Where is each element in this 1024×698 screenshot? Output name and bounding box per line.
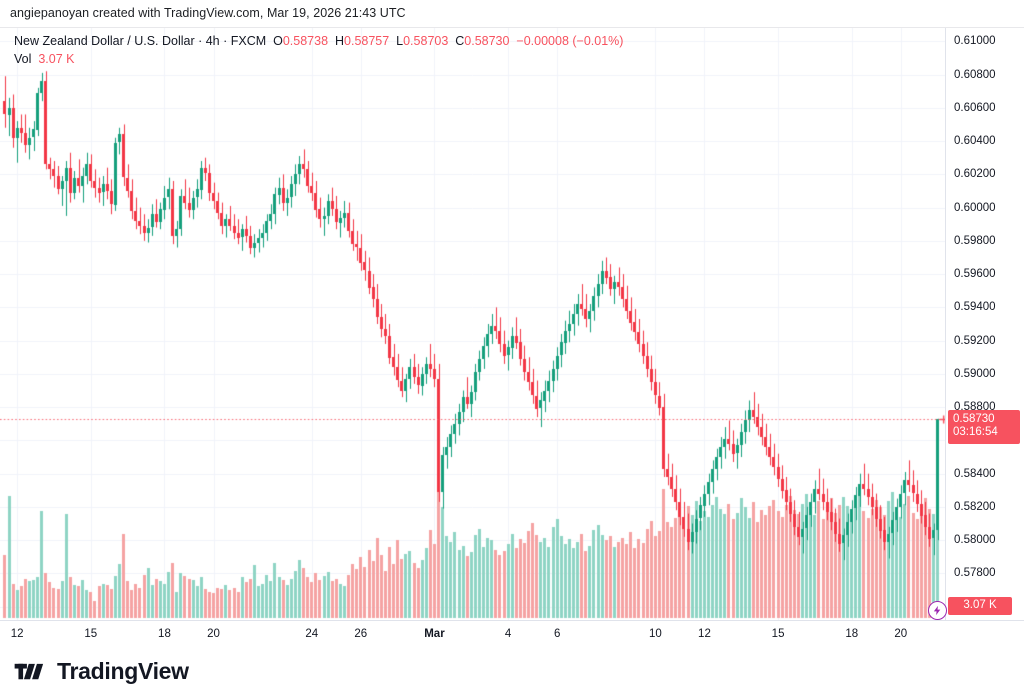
price-tick-label: 0.59200	[954, 334, 996, 347]
price-tick-label: 0.60200	[954, 168, 996, 181]
time-tick-label: 18	[158, 628, 171, 640]
lightning-bolt-icon[interactable]	[928, 600, 948, 620]
time-tick-label: 24	[305, 628, 319, 640]
current-price-value: 0.58730	[953, 412, 995, 425]
tradingview-logo-text: TradingView	[57, 658, 189, 684]
price-axis[interactable]: 0.58730 03:16:54 3.07 K 0.61000 0.60800 0.…	[945, 28, 1024, 620]
time-tick-label: 20	[207, 628, 220, 640]
price-tick-label: 0.59600	[954, 268, 996, 281]
time-axis[interactable]: 12 15 18 20 24 26 Mar 4 6 10 12 15 18 20	[0, 620, 1024, 648]
time-tick-label: 6	[553, 628, 561, 640]
price-tick-label: 0.61000	[954, 35, 996, 48]
price-tick-label: 0.60800	[954, 68, 996, 81]
time-tick-label: Mar	[424, 628, 445, 640]
time-tick-label: 15	[84, 628, 98, 640]
price-tick-label: 0.59800	[954, 234, 996, 247]
time-tick-label: 20	[894, 628, 908, 640]
current-price-badge: 0.58730 03:16:54	[948, 409, 1020, 444]
price-tick-label: 0.60000	[954, 201, 996, 214]
time-tick-label: 18	[845, 628, 859, 640]
bar-countdown: 03:16:54	[953, 426, 998, 439]
price-tick-label: 0.58000	[954, 534, 996, 547]
tradingview-logo-icon	[14, 663, 44, 679]
time-tick-label: 12	[698, 628, 711, 640]
price-tick-label: 0.60400	[954, 135, 996, 148]
chart-plot-area[interactable]	[0, 28, 945, 620]
chart-frame: New Zealand Dollar / U.S. Dollar · 4h · …	[0, 27, 1024, 648]
price-tick-label: 0.58200	[954, 500, 996, 513]
price-tick-label: 0.59400	[954, 301, 996, 314]
volume-badge: 3.07 K	[948, 597, 1012, 615]
tradingview-logo: TradingView	[14, 658, 189, 685]
time-tick-label: 26	[354, 628, 368, 640]
price-tick-label: 0.57800	[954, 567, 996, 580]
time-tick-label: 12	[10, 628, 24, 640]
attribution-text: angiepanoyan created with TradingView.co…	[10, 6, 406, 20]
price-tick-label: 0.59000	[954, 367, 996, 380]
candlestick-canvas[interactable]	[0, 28, 945, 620]
time-tick-label: 10	[648, 628, 662, 640]
time-tick-label: 4	[504, 628, 512, 640]
time-tick-label: 15	[771, 628, 785, 640]
price-tick-label: 0.60600	[954, 101, 996, 114]
price-tick-label: 0.58400	[954, 467, 996, 480]
footer: TradingView	[0, 648, 1024, 698]
